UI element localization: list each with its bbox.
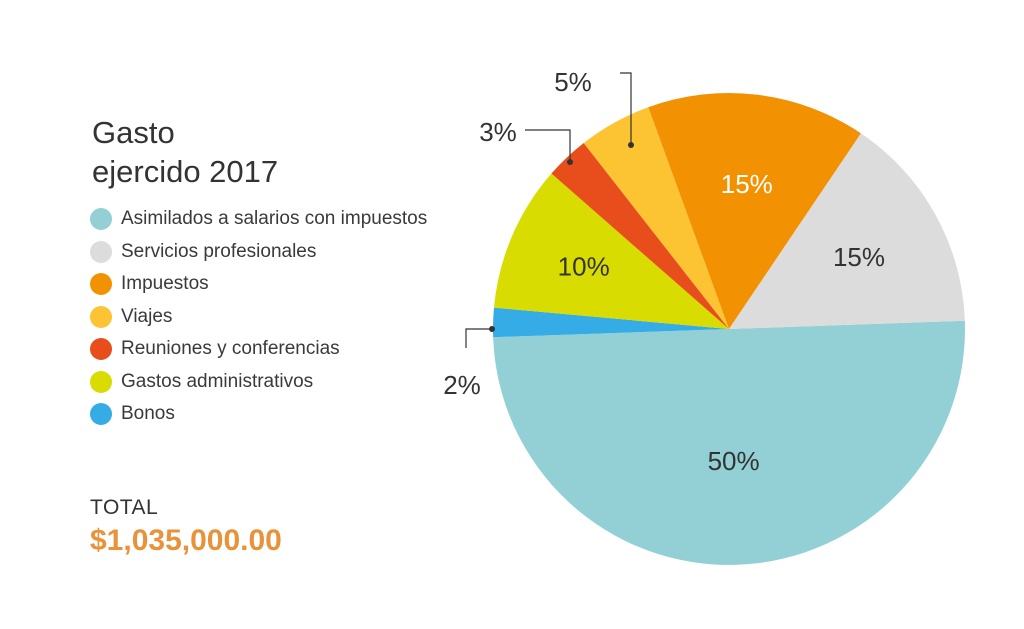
legend-swatch-reuniones bbox=[90, 338, 112, 361]
legend-label: Viajes bbox=[121, 305, 173, 327]
legend-swatch-gastos bbox=[90, 370, 112, 393]
slice-label-reuniones-y-conferencias: 3% bbox=[479, 117, 517, 147]
legend-swatch-asimilados bbox=[90, 208, 112, 231]
legend-item: Asimilados a salarios con impuestos bbox=[90, 203, 427, 236]
legend-swatch-bonos bbox=[90, 403, 112, 426]
leader-dot-viajes bbox=[628, 142, 634, 148]
pie-slice-viajes bbox=[583, 107, 729, 329]
legend-label: Servicios profesionales bbox=[121, 240, 317, 262]
slice-label-gastos-administrativos: 10% bbox=[558, 252, 610, 282]
legend-label: Gastos administrativos bbox=[121, 370, 314, 392]
leader-line-viajes bbox=[620, 72, 632, 145]
legend-label: Reuniones y conferencias bbox=[121, 338, 340, 360]
chart-title-line-1: Gasto bbox=[92, 115, 175, 150]
legend-label: Bonos bbox=[121, 403, 175, 425]
slice-label-servicios-profesionales: 15% bbox=[833, 242, 885, 272]
legend: Asimilados a salarios con impuestos Serv… bbox=[90, 203, 427, 431]
total-block: TOTAL $1,035,000.00 bbox=[90, 496, 282, 558]
legend-swatch-servicios bbox=[90, 240, 112, 263]
pie-slice-impuestos bbox=[648, 92, 861, 329]
slice-label-asimilados-a-salarios-con-impuestos: 50% bbox=[708, 446, 760, 476]
legend-item: Impuestos bbox=[90, 268, 427, 301]
leader-line-bonos bbox=[465, 328, 492, 348]
pie-slice-bonos bbox=[492, 307, 729, 338]
pie-slice-gastos-administrativos bbox=[493, 173, 729, 329]
legend-swatch-impuestos bbox=[90, 273, 112, 296]
pie-slice-reuniones-y-conferencias bbox=[551, 143, 729, 329]
legend-swatch-viajes bbox=[90, 305, 112, 328]
leader-dot-reuniones-y-conferencias bbox=[567, 159, 573, 165]
chart-title-line-2: ejercido 2017 bbox=[92, 154, 279, 189]
legend-label: Asimilados a salarios con impuestos bbox=[121, 208, 428, 230]
legend-item: Bonos bbox=[90, 398, 427, 431]
pie-slice-servicios-profesionales bbox=[729, 133, 965, 329]
leader-line-reuniones-y-conferencias bbox=[525, 129, 571, 162]
legend-item: Gastos administrativos bbox=[90, 366, 427, 399]
slice-label-bonos: 2% bbox=[443, 370, 481, 400]
leader-dot-bonos bbox=[489, 326, 495, 332]
slice-label-viajes: 5% bbox=[554, 67, 592, 97]
slice-label-impuestos: 15% bbox=[721, 169, 773, 199]
legend-item: Servicios profesionales bbox=[90, 236, 427, 269]
pie-slice-asimilados-a-salarios-con-impuestos bbox=[493, 320, 966, 565]
legend-label: Impuestos bbox=[121, 273, 209, 295]
chart-title: Gasto ejercido 2017 bbox=[92, 113, 278, 191]
total-label: TOTAL bbox=[90, 496, 159, 519]
total-value: $1,035,000.00 bbox=[90, 524, 282, 557]
legend-item: Viajes bbox=[90, 301, 427, 334]
legend-item: Reuniones y conferencias bbox=[90, 333, 427, 366]
